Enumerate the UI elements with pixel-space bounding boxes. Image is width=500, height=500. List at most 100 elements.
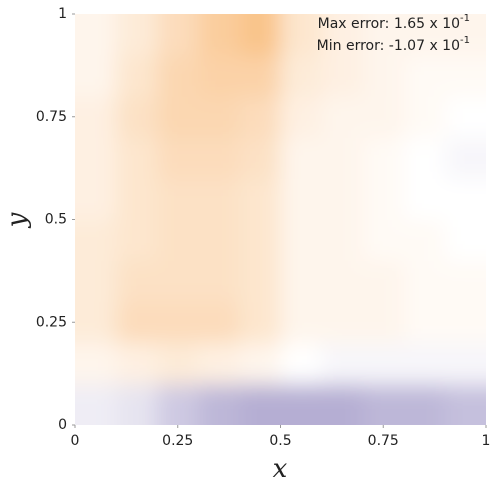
heatmap-cell	[280, 55, 323, 97]
heatmap-cell	[157, 137, 199, 179]
heatmap-cell	[444, 96, 486, 138]
annotation-exponent: -1	[460, 35, 470, 46]
heatmap-cell	[280, 178, 323, 220]
heatmap-cell	[198, 383, 240, 425]
heatmap-cell	[321, 96, 364, 138]
heatmap-cell	[280, 14, 323, 56]
heatmap-cell	[403, 301, 446, 344]
heatmap-cell	[116, 137, 158, 179]
heatmap-cell	[444, 301, 486, 344]
y-tick-label: 0	[58, 417, 67, 433]
heatmap-cell	[321, 219, 364, 262]
x-tick-label: 0.25	[162, 433, 193, 449]
heatmap-cell	[280, 137, 323, 179]
heatmap-cell	[239, 383, 281, 425]
heatmap-cell	[403, 178, 446, 220]
heatmap-cell	[157, 342, 199, 385]
heatmap-cell	[321, 137, 364, 179]
heatmap-cell	[362, 342, 405, 385]
heatmap-cell	[198, 219, 240, 262]
heatmap-cell	[321, 342, 364, 385]
heatmap-cell	[280, 96, 323, 138]
heatmap-cell	[198, 178, 240, 220]
heatmap-cell	[403, 219, 446, 262]
y-axis-label: y	[2, 212, 32, 228]
heatmap-cell	[116, 260, 158, 303]
heatmap-cell	[321, 14, 364, 56]
heatmap-cell	[157, 178, 199, 220]
heatmap-cell	[198, 55, 240, 97]
y-tick-label: 0.25	[36, 314, 67, 330]
heatmap-cell	[444, 137, 486, 179]
heatmap-cell	[280, 342, 323, 385]
heatmap-cell	[116, 96, 158, 138]
heatmap-cell	[116, 383, 158, 425]
heatmap-cell	[198, 137, 240, 179]
heatmap-cell	[362, 219, 405, 262]
y-tick-label: 0.75	[36, 109, 67, 125]
heatmap-cell	[362, 96, 405, 138]
heatmap-cell	[157, 55, 199, 97]
heatmap-cell	[403, 14, 446, 56]
heatmap-cell	[157, 219, 199, 262]
heatmap-cell	[444, 178, 486, 220]
heatmap-cell	[75, 342, 117, 385]
heatmap-cell	[75, 383, 117, 425]
heatmap-cell	[280, 301, 323, 344]
heatmap-cell	[239, 96, 281, 138]
heatmap-cell	[403, 342, 446, 385]
heatmap-cell	[403, 55, 446, 97]
heatmap-cell	[198, 342, 240, 385]
y-tick-label: 0.5	[45, 212, 67, 228]
heatmap-cell	[198, 260, 240, 303]
heatmap-cell	[239, 137, 281, 179]
heatmap-cell	[239, 14, 281, 56]
annotation-exponent: -1	[460, 13, 470, 24]
x-tick-label: 0	[71, 433, 80, 449]
heatmap	[75, 14, 486, 425]
annotation: Max error: 1.65 x 10-1	[318, 13, 470, 32]
heatmap-cell	[362, 383, 405, 425]
heatmap-cell	[75, 96, 117, 138]
annotation-text: Min error: -1.07 x 10	[317, 38, 460, 54]
heatmap-cell	[239, 219, 281, 262]
heatmap-cell	[75, 260, 117, 303]
heatmap-cell	[157, 301, 199, 344]
heatmap-cell	[321, 301, 364, 344]
heatmap-cell	[362, 178, 405, 220]
annotation-text: Max error: 1.65 x 10	[318, 16, 460, 32]
heatmap-cell	[321, 55, 364, 97]
heatmap-cell	[239, 301, 281, 344]
x-axis-label: x	[273, 454, 288, 484]
heatmap-cell	[239, 342, 281, 385]
heatmap-cell	[157, 96, 199, 138]
heatmap-cell	[321, 383, 364, 425]
heatmap-cell	[75, 137, 117, 179]
heatmap-cell	[198, 14, 240, 56]
heatmap-cell	[444, 55, 486, 97]
heatmap-cell	[362, 14, 405, 56]
heatmap-cell	[362, 301, 405, 344]
heatmap-cell	[280, 383, 323, 425]
heatmap-cell	[116, 14, 158, 56]
heatmap-cell	[239, 260, 281, 303]
heatmap-cell	[75, 301, 117, 344]
heatmap-cell	[157, 14, 199, 56]
heatmap-cell	[198, 301, 240, 344]
x-tick-label: 0.75	[368, 433, 399, 449]
heatmap-cell	[444, 260, 486, 303]
heatmap-cell	[116, 219, 158, 262]
heatmap-cell	[403, 383, 446, 425]
heatmap-cell	[362, 260, 405, 303]
heatmap-cell	[362, 137, 405, 179]
heatmap-cell	[280, 260, 323, 303]
plot-area	[75, 14, 486, 425]
heatmap-cell	[157, 260, 199, 303]
heatmap-cell	[321, 260, 364, 303]
heatmap-cell	[75, 14, 117, 56]
heatmap-cell	[239, 55, 281, 97]
annotation: Min error: -1.07 x 10-1	[317, 35, 470, 54]
heatmap-cell	[75, 219, 117, 262]
heatmap-cell	[157, 383, 199, 425]
